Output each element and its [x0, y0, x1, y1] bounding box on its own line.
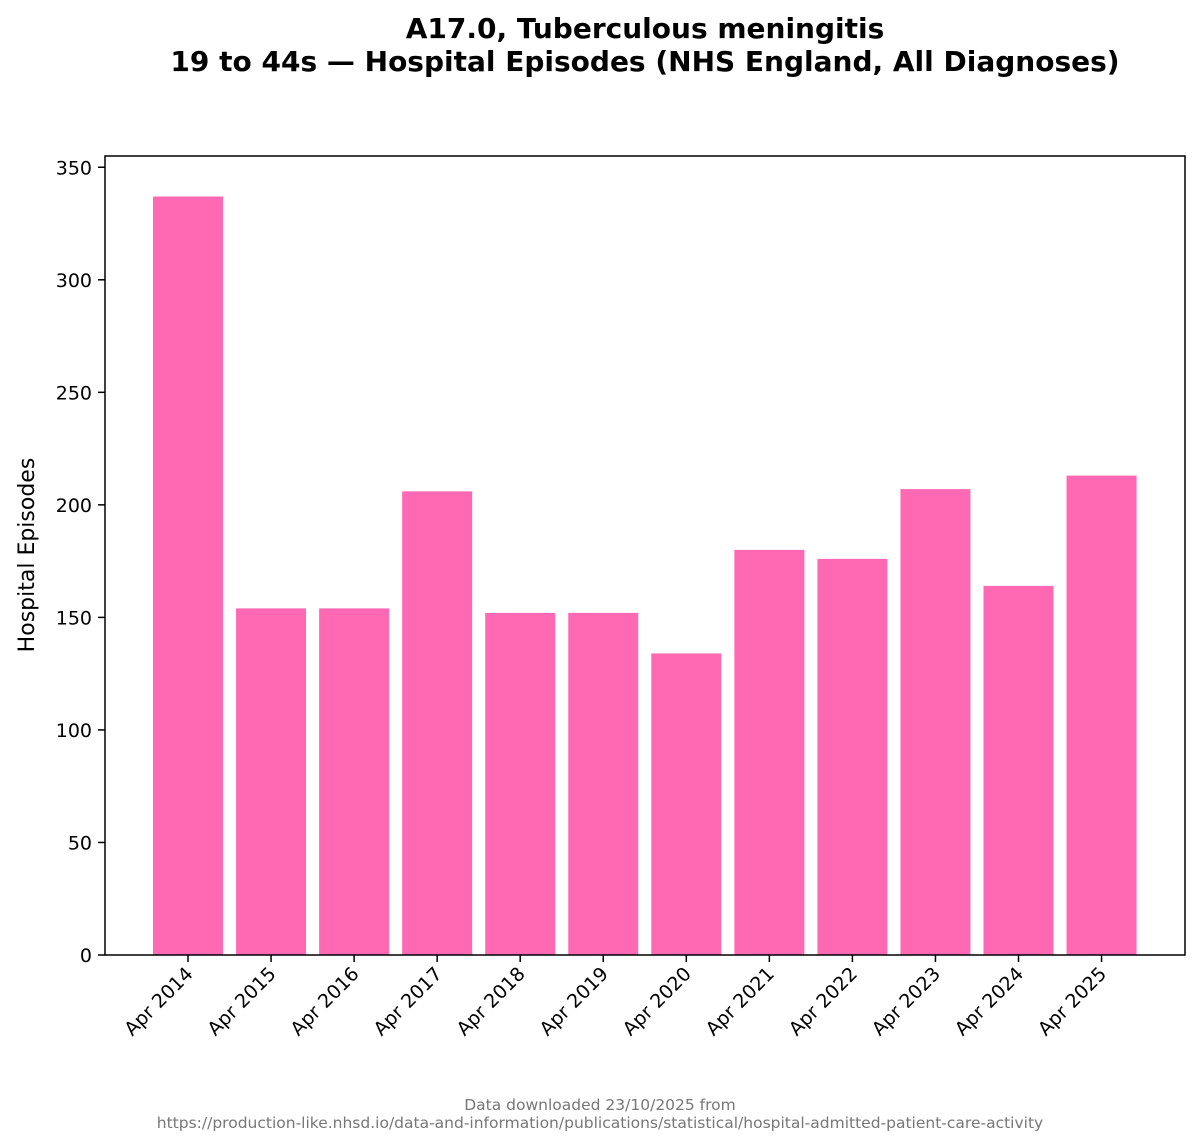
- y-tick-label: 350: [56, 157, 92, 179]
- x-tick-label: Apr 2016: [286, 963, 363, 1040]
- x-tick-label: Apr 2019: [536, 963, 613, 1040]
- y-tick-label: 250: [56, 382, 92, 404]
- bar-apr-2018: [485, 612, 556, 955]
- bar-apr-2023: [900, 489, 971, 955]
- x-tick-label: Apr 2025: [1034, 963, 1111, 1040]
- bar-apr-2022: [817, 558, 888, 955]
- bar-apr-2016: [319, 608, 390, 955]
- chart-title-line1: A17.0, Tuberculous meningitis: [406, 12, 885, 45]
- x-tick-label: Apr 2015: [203, 963, 280, 1040]
- footer-line2: https://production-like.nhsd.io/data-and…: [157, 1114, 1043, 1132]
- y-tick-label: 50: [68, 832, 92, 854]
- bar-apr-2020: [651, 653, 722, 955]
- y-axis-label: Hospital Episodes: [15, 458, 40, 653]
- footer-line1: Data downloaded 23/10/2025 from: [464, 1096, 736, 1114]
- chart-title-line2: 19 to 44s — Hospital Episodes (NHS Engla…: [170, 45, 1119, 78]
- y-tick-label: 0: [80, 945, 92, 967]
- x-axis-ticks: Apr 2014 Apr 2015 Apr 2016 Apr 2017 Apr 2018…: [120, 955, 1111, 1040]
- x-tick-label: Apr 2024: [951, 963, 1028, 1040]
- bar-apr-2015: [236, 608, 307, 955]
- y-tick-label: 300: [56, 270, 92, 292]
- y-axis-ticks: 0 50 100 150 200 250 300 350: [56, 157, 105, 967]
- x-tick-label: Apr 2014: [120, 963, 197, 1040]
- bar-apr-2021: [734, 549, 805, 955]
- plot-frame: [104, 155, 1186, 956]
- x-tick-label: Apr 2021: [702, 963, 779, 1040]
- bar-apr-2019: [568, 612, 639, 955]
- bar-apr-2017: [402, 491, 473, 955]
- x-tick-label: Apr 2020: [619, 963, 696, 1040]
- bars-layer: [153, 196, 1137, 955]
- y-tick-label: 150: [56, 607, 92, 629]
- y-tick-label: 200: [56, 495, 92, 517]
- bar-apr-2014: [153, 196, 223, 955]
- x-tick-label: Apr 2018: [452, 963, 529, 1040]
- x-tick-label: Apr 2022: [785, 963, 862, 1040]
- bar-apr-2024: [983, 585, 1054, 955]
- x-tick-label: Apr 2017: [369, 963, 446, 1040]
- x-tick-label: Apr 2023: [868, 963, 945, 1040]
- y-tick-label: 100: [56, 720, 92, 742]
- bar-apr-2025: [1066, 475, 1137, 955]
